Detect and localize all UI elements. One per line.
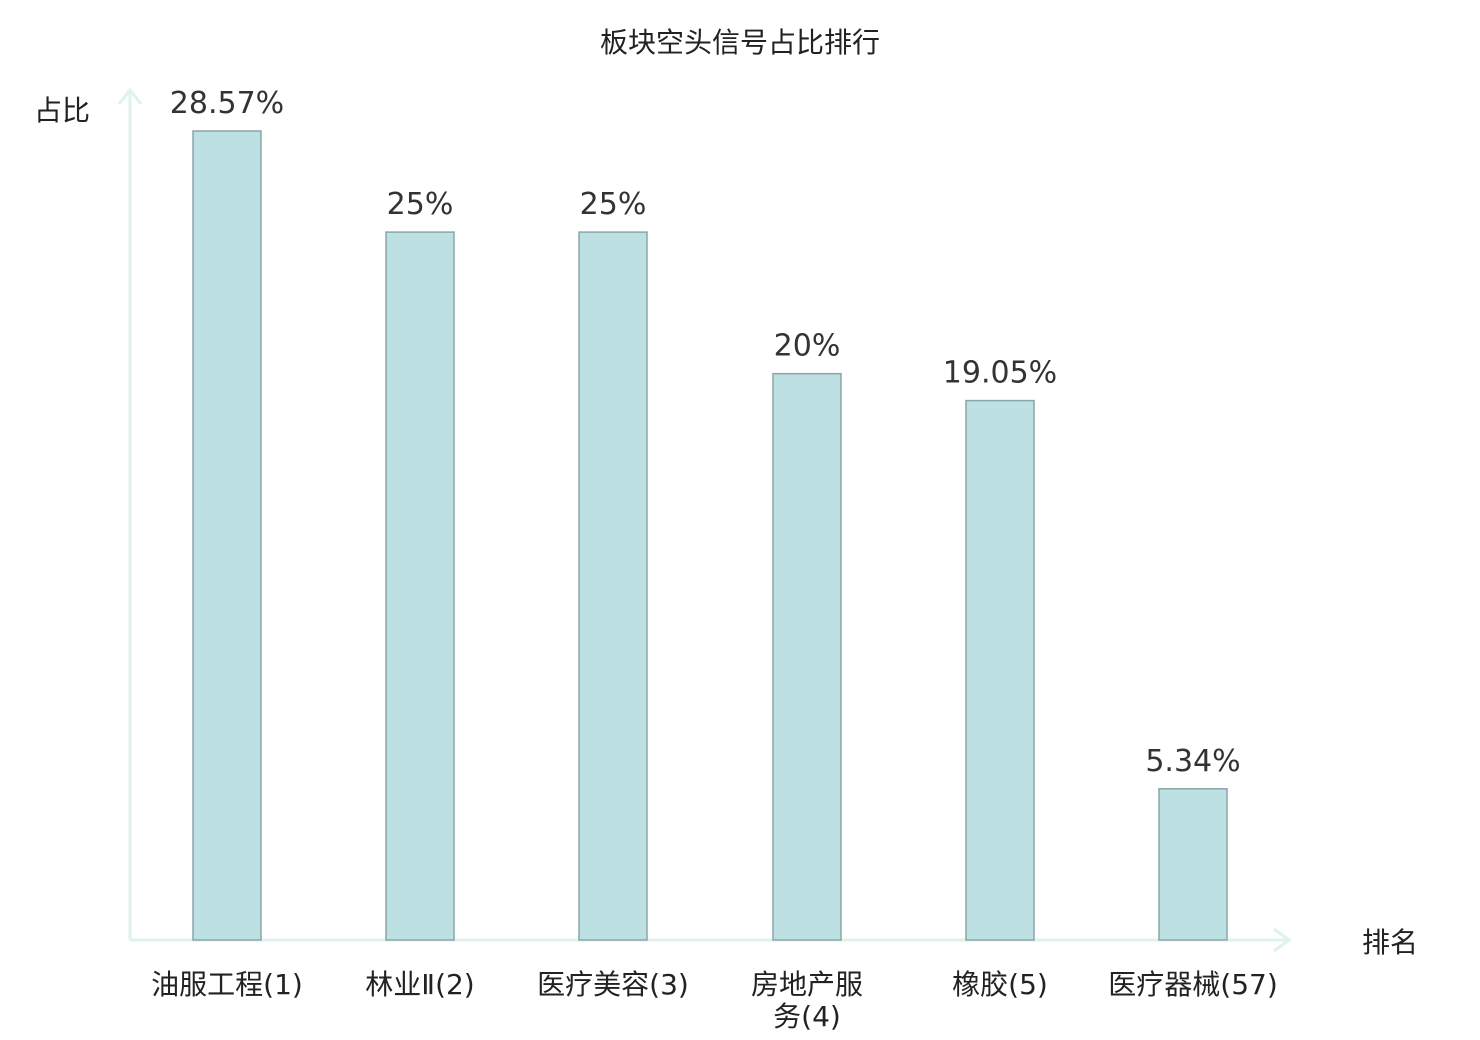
value-label-1: 28.57% — [170, 86, 284, 121]
y-axis-label: 占比 — [34, 94, 90, 127]
category-label-1: 油服工程(1) — [151, 968, 303, 1001]
category-label-2: 林业Ⅱ(2) — [365, 968, 474, 1001]
rank-label-2: (2) — [435, 968, 475, 1001]
bar-2 — [385, 231, 455, 941]
category-label-6: 医疗器械(57) — [1108, 968, 1278, 1001]
value-labels-group: 28.57% 25% 25% 20% 19.05% 5.34% — [170, 86, 1241, 779]
bar-5 — [965, 399, 1035, 941]
value-label-6: 5.34% — [1145, 744, 1240, 779]
rank-label-3: (3) — [649, 968, 689, 1001]
bars-group — [192, 130, 1228, 941]
rank-label-4: (4) — [801, 1000, 841, 1033]
x-axis-arrow — [1273, 927, 1292, 953]
category-label-4: 房地产服务(4) — [751, 968, 863, 1033]
value-label-2: 25% — [387, 187, 454, 222]
y-axis-arrow — [117, 87, 143, 105]
category-labels-group: 油服工程(1) 林业Ⅱ(2) 医疗美容(3) 房地产服务(4) 橡胶(5) 医疗器械(57… — [151, 968, 1278, 1033]
category-label-5: 橡胶(5) — [952, 968, 1048, 1001]
value-label-5: 19.05% — [943, 356, 1057, 391]
bar-3 — [578, 231, 648, 941]
value-label-4: 20% — [774, 329, 841, 364]
category-label-3: 医疗美容(3) — [537, 968, 689, 1001]
x-axis-label: 排名 — [1362, 926, 1418, 959]
rank-label-6: (57) — [1220, 968, 1277, 1001]
bar-4 — [772, 372, 842, 941]
chart-title: 板块空头信号占比排行 — [600, 26, 880, 59]
rank-label-1: (1) — [263, 968, 303, 1001]
value-label-3: 25% — [580, 187, 647, 222]
bar-1 — [192, 130, 262, 941]
bar-6 — [1158, 788, 1228, 941]
rank-label-5: (5) — [1008, 968, 1048, 1001]
